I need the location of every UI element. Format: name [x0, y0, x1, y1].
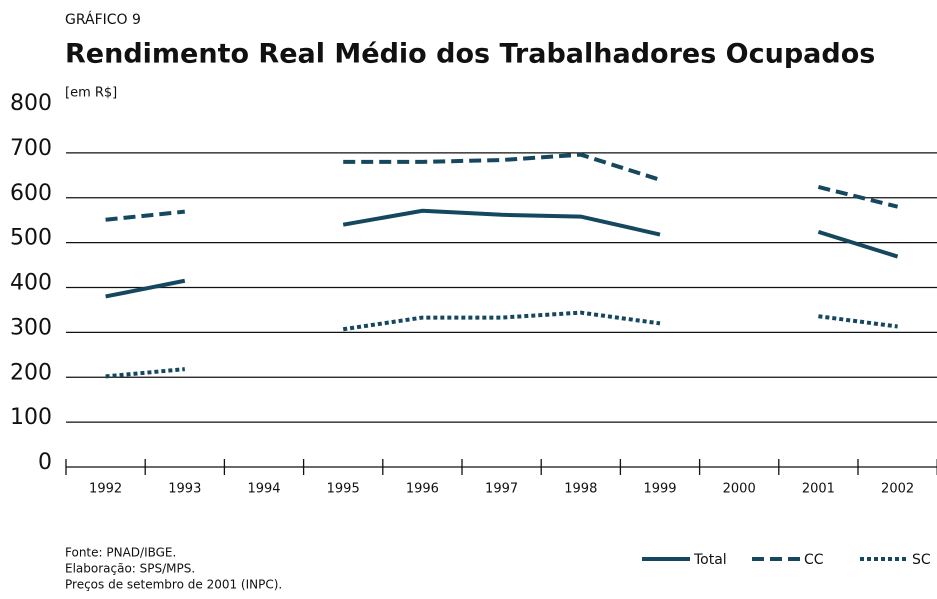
- x-tick-label: 1997: [485, 482, 518, 497]
- x-tick-label: 1994: [247, 482, 280, 497]
- y-tick-label: 400: [10, 271, 52, 296]
- footnote: Fonte: PNAD/IBGE.: [65, 546, 176, 560]
- y-tick-label: 200: [10, 360, 52, 385]
- legend-label: CC: [804, 552, 824, 568]
- y-tick-label: 700: [10, 136, 52, 161]
- chart-title: Rendimento Real Médio dos Trabalhadores …: [65, 39, 875, 70]
- footnote: Elaboração: SPS/MPS.: [65, 562, 195, 576]
- chart-label: GRÁFICO 9: [65, 11, 141, 28]
- legend-label: SC: [912, 552, 931, 568]
- series-line: [105, 310, 898, 379]
- legend-label: Total: [693, 552, 727, 568]
- y-tick-label: 500: [10, 226, 52, 251]
- x-tick-label: 2000: [723, 482, 756, 497]
- y-tick-label: 100: [10, 405, 52, 430]
- y-tick-label: 600: [10, 181, 52, 206]
- x-tick-label: 1992: [89, 482, 122, 497]
- x-tick-label: 1998: [564, 482, 597, 497]
- series-line: [105, 152, 899, 222]
- x-tick-label: 1993: [168, 482, 201, 497]
- footnote: Preços de setembro de 2001 (INPC).: [65, 578, 282, 592]
- y-axis-label: [em R$]: [65, 86, 117, 101]
- y-tick-label: 800: [10, 91, 52, 116]
- x-tick-label: 1996: [406, 482, 439, 497]
- series-line: [105, 208, 899, 299]
- x-tick-label: 1999: [643, 482, 676, 497]
- y-tick-label: 300: [10, 315, 52, 340]
- y-tick-label: 0: [38, 450, 52, 475]
- x-tick-label: 2001: [802, 482, 835, 497]
- x-tick-label: 2002: [881, 482, 914, 497]
- x-tick-label: 1995: [327, 482, 360, 497]
